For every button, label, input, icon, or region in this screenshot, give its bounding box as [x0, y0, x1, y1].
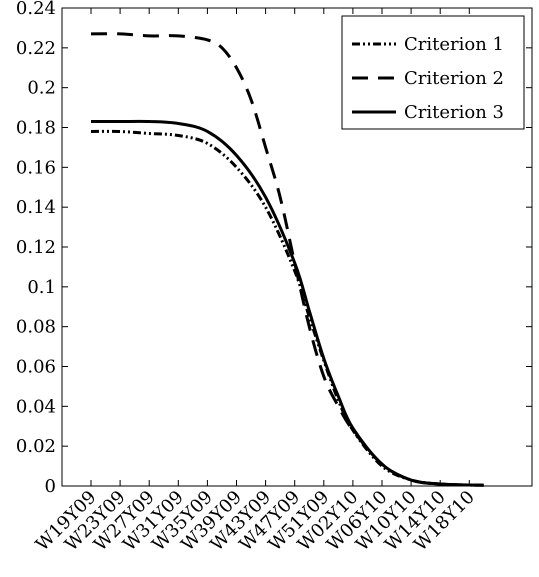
- series-line-criterion-3: [91, 119, 484, 487]
- y-tick-label: 0.24: [16, 0, 56, 19]
- legend: Criterion 1 Criterion 2 Criterion 3: [341, 15, 525, 130]
- y-tick-label: 0.14: [16, 197, 56, 218]
- y-tick-label: 0: [45, 476, 56, 497]
- y-tick-label: 0.22: [16, 38, 56, 59]
- series-line-criterion-2: [90, 32, 484, 487]
- y-tick-label: 0.02: [16, 436, 56, 457]
- legend-label-criterion-1: Criterion 1: [404, 34, 504, 55]
- legend-label-criterion-3: Criterion 3: [404, 102, 504, 123]
- y-tick-label: 0.18: [16, 118, 56, 139]
- y-tick-label: 0.2: [27, 78, 56, 99]
- y-axis: 0 0.02 0.04 0.06 0.08 0.1 0.12 0.14 0.16 0.18 0.2 0…: [16, 0, 532, 497]
- y-tick-label: 0.06: [16, 357, 56, 378]
- y-tick-label: 0.08: [16, 317, 56, 338]
- series-line-criterion-1: [90, 129, 484, 487]
- legend-box: [341, 15, 525, 130]
- y-tick-label: 0.04: [16, 396, 56, 417]
- legend-label-criterion-2: Criterion 2: [404, 68, 504, 89]
- y-tick-label: 0.16: [16, 157, 56, 178]
- y-tick-label: 0.1: [27, 277, 56, 298]
- series-layer: [90, 32, 484, 487]
- y-tick-label: 0.12: [16, 237, 56, 258]
